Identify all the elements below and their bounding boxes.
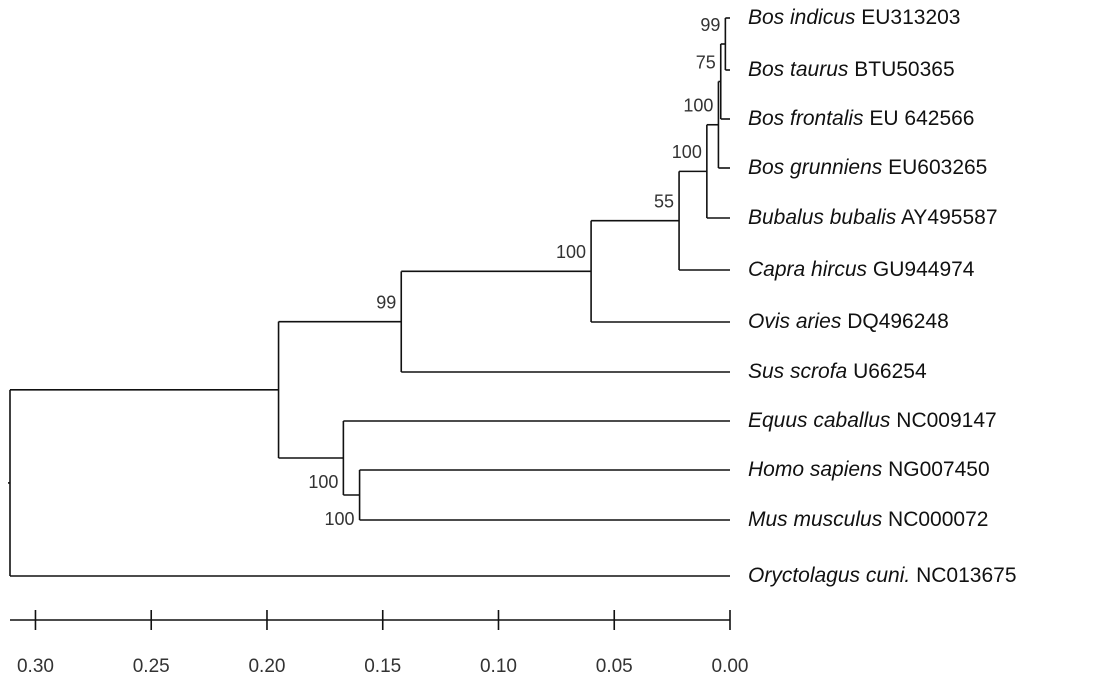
leaf-label: Bos taurus BTU50365	[748, 58, 955, 81]
accession: AY495587	[901, 206, 998, 229]
bootstrap-value: 100	[325, 509, 355, 529]
species: Bos taurus	[748, 58, 849, 81]
scale-tick-label: 0.15	[364, 656, 401, 677]
leaf-label: Capra hircus GU944974	[748, 258, 975, 281]
bootstrap-value: 100	[308, 472, 338, 492]
accession: BTU50365	[854, 58, 954, 81]
species: Mus musculus	[748, 508, 883, 531]
species: Sus scrofa	[748, 360, 847, 383]
accession: EU313203	[861, 6, 960, 29]
bootstrap-value: 75	[696, 52, 716, 72]
leaf-label: Sus scrofa U66254	[748, 360, 927, 383]
leaf-label: Oryctolagus cuni. NC013675	[748, 564, 1017, 587]
species: Bos frontalis	[748, 107, 864, 130]
species: Oryctolagus cuni.	[748, 564, 910, 587]
bootstrap-value: 100	[683, 96, 713, 116]
species: Homo sapiens	[748, 458, 883, 481]
bootstrap-value: 100	[556, 242, 586, 262]
species: Bubalus bubalis	[748, 206, 897, 229]
bootstrap-value: 100	[672, 142, 702, 162]
bootstrap-value: 99	[700, 15, 720, 35]
scale-tick-label: 0.30	[17, 656, 54, 677]
accession: NC000072	[888, 508, 988, 531]
leaf-label: Equus caballus NC009147	[748, 409, 997, 432]
accession: U66254	[853, 360, 927, 383]
leaf-label: Bos frontalis EU 642566	[748, 107, 975, 130]
bootstrap-value: 99	[376, 292, 396, 312]
leaf-label: Ovis aries DQ496248	[748, 310, 949, 333]
scale-tick-label: 0.05	[596, 656, 633, 677]
scale-tick-label: 0.25	[133, 656, 170, 677]
accession: EU603265	[888, 156, 987, 179]
accession: GU944974	[873, 258, 975, 281]
species: Capra hircus	[748, 258, 868, 281]
accession: NC013675	[916, 564, 1016, 587]
species: Bos indicus	[748, 6, 856, 29]
scale-tick-label: 0.00	[712, 656, 749, 677]
species: Equus caballus	[748, 409, 891, 432]
species: Ovis aries	[748, 310, 842, 333]
scale-tick-label: 0.10	[480, 656, 517, 677]
accession: DQ496248	[847, 310, 949, 333]
leaf-label: Homo sapiens NG007450	[748, 458, 990, 481]
accession: EU 642566	[869, 107, 974, 130]
scale-tick-label: 0.20	[248, 656, 285, 677]
accession: NC009147	[896, 409, 996, 432]
leaf-label: Bubalus bubalis AY495587	[748, 206, 998, 229]
leaf-label: Bos grunniens EU603265	[748, 156, 987, 179]
species: Bos grunniens	[748, 156, 883, 179]
leaf-label: Mus musculus NC000072	[748, 508, 988, 531]
leaf-label: Bos indicus EU313203	[748, 6, 960, 29]
accession: NG007450	[888, 458, 990, 481]
bootstrap-value: 55	[654, 191, 674, 211]
